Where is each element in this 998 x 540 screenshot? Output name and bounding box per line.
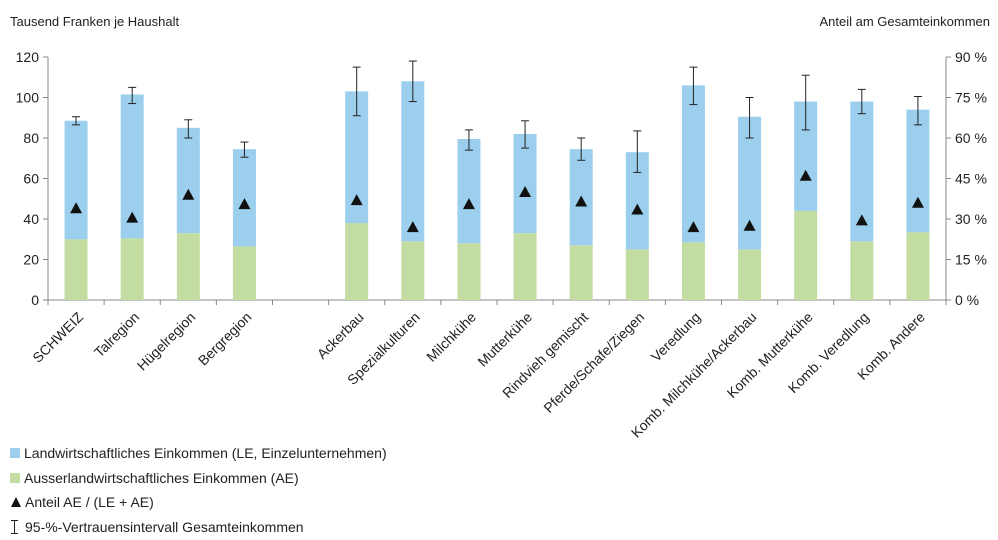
right-tick-label: 30 % bbox=[955, 211, 987, 227]
category-label: Pferde/Schafe/Ziegen bbox=[540, 309, 647, 416]
category-label: Mutterkühe bbox=[474, 309, 535, 370]
legend-item-le: Landwirtschaftliches Einkommen (LE, Einz… bbox=[10, 445, 387, 461]
bar-ae bbox=[401, 241, 425, 300]
category-label: Bergregion bbox=[195, 309, 255, 369]
legend-label-share: Anteil AE / (LE + AE) bbox=[25, 494, 154, 510]
category-label: Milchkühe bbox=[423, 309, 479, 365]
share-marker bbox=[126, 211, 139, 223]
left-axis-title: Tausend Franken je Haushalt bbox=[10, 14, 180, 29]
left-tick-label: 80 bbox=[23, 130, 39, 146]
share-marker bbox=[406, 221, 419, 233]
legend-item-ae: Ausserlandwirtschaftliches Einkommen (AE… bbox=[10, 470, 299, 486]
bar-ae bbox=[738, 249, 762, 300]
left-tick-label: 0 bbox=[31, 292, 39, 308]
bar-ae bbox=[513, 233, 537, 300]
legend-item-share: Anteil AE / (LE + AE) bbox=[10, 494, 154, 510]
bar-ae bbox=[794, 210, 818, 300]
legend-label-le: Landwirtschaftliches Einkommen (LE, Einz… bbox=[24, 445, 387, 461]
bar-le bbox=[176, 127, 200, 234]
right-tick-label: 45 % bbox=[955, 171, 987, 187]
bar-ae bbox=[625, 249, 649, 300]
bar-ae bbox=[569, 245, 593, 300]
bar-le bbox=[513, 133, 537, 234]
left-tick-label: 100 bbox=[16, 90, 40, 106]
share-marker bbox=[182, 188, 195, 200]
bar-le bbox=[794, 101, 818, 211]
bar-le bbox=[625, 152, 649, 250]
left-tick-label: 40 bbox=[23, 211, 39, 227]
bar-le bbox=[64, 120, 88, 240]
bar-le bbox=[457, 139, 481, 244]
legend-swatch-ae bbox=[10, 473, 20, 483]
bar-le bbox=[232, 149, 256, 247]
share-marker bbox=[743, 219, 756, 231]
left-tick-label: 20 bbox=[23, 252, 39, 268]
share-marker bbox=[70, 202, 83, 214]
share-marker bbox=[575, 195, 588, 207]
bar-ae bbox=[457, 243, 481, 300]
share-marker bbox=[911, 196, 924, 208]
category-label: Veredlung bbox=[648, 309, 704, 365]
share-marker bbox=[687, 221, 700, 233]
share-marker bbox=[350, 194, 363, 206]
bar-le bbox=[906, 109, 930, 233]
left-tick-label: 60 bbox=[23, 171, 39, 187]
category-label: SCHWEIZ bbox=[29, 308, 86, 365]
error-bar-icon bbox=[10, 520, 20, 534]
right-tick-label: 90 % bbox=[955, 49, 987, 65]
share-marker bbox=[855, 214, 868, 226]
right-axis-title: Anteil am Gesamteinkommen bbox=[819, 14, 990, 29]
legend-swatch-le bbox=[10, 448, 20, 458]
left-tick-label: 120 bbox=[16, 49, 40, 65]
right-tick-label: 15 % bbox=[955, 252, 987, 268]
bar-ae bbox=[176, 233, 200, 300]
category-label: Hügelregion bbox=[134, 309, 199, 374]
legend-label-ae: Ausserlandwirtschaftliches Einkommen (AE… bbox=[24, 470, 299, 486]
category-label: Talregion bbox=[91, 309, 142, 360]
bar-le bbox=[681, 85, 705, 243]
bar-le bbox=[120, 94, 144, 239]
bar-ae bbox=[345, 223, 369, 300]
share-marker bbox=[462, 198, 475, 210]
bar-ae bbox=[64, 239, 88, 300]
bar-le bbox=[738, 116, 762, 250]
bar-ae bbox=[232, 246, 256, 300]
legend-label-ci: 95-%-Vertrauensintervall Gesamteinkommen bbox=[25, 519, 304, 535]
share-marker bbox=[799, 169, 812, 181]
bar-le bbox=[401, 81, 425, 242]
share-marker bbox=[238, 198, 251, 210]
right-tick-label: 75 % bbox=[955, 90, 987, 106]
right-tick-label: 0 % bbox=[955, 292, 979, 308]
right-tick-label: 60 % bbox=[955, 130, 987, 146]
category-label: Ackerbau bbox=[314, 309, 367, 362]
bar-ae bbox=[681, 242, 705, 300]
bar-ae bbox=[850, 241, 874, 300]
share-marker bbox=[631, 203, 644, 215]
bar-le bbox=[345, 91, 369, 224]
bar-le bbox=[850, 101, 874, 242]
triangle-icon bbox=[11, 497, 21, 507]
bar-ae bbox=[120, 238, 144, 300]
legend-item-ci: 95-%-Vertrauensintervall Gesamteinkommen bbox=[10, 519, 304, 535]
bar-ae bbox=[906, 232, 930, 300]
share-marker bbox=[519, 186, 532, 197]
